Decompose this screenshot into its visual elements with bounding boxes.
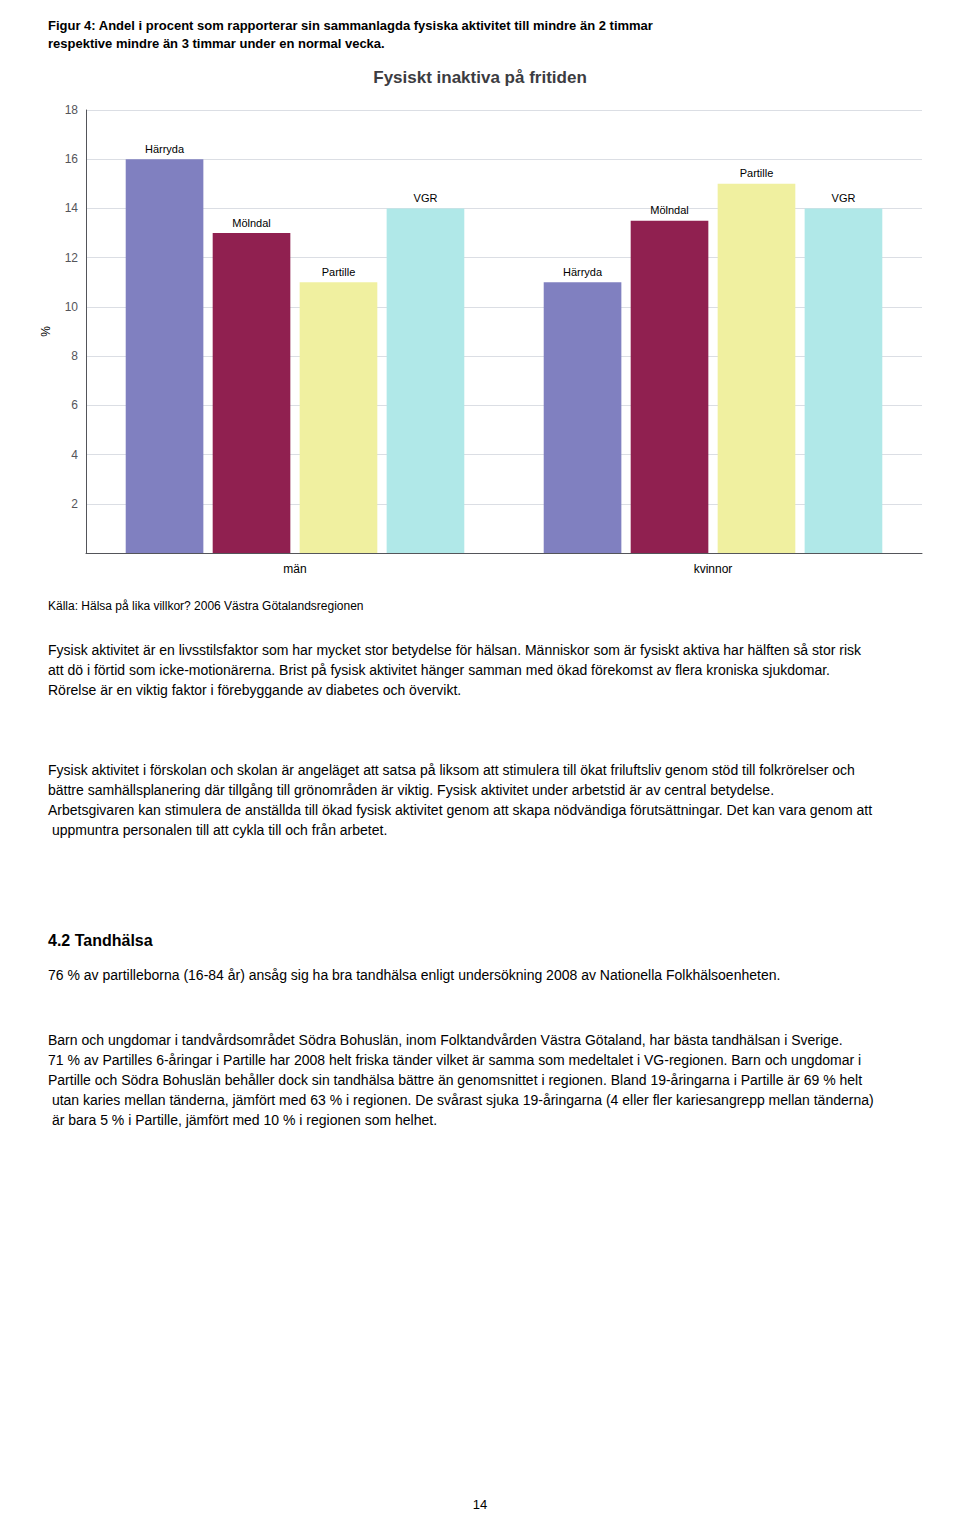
svg-text:är bara 5 % i Partille, jämför: är bara 5 % i Partille, jämfört med 10 %… [48, 1112, 437, 1128]
svg-text:att dö i förtid som icke-motio: att dö i förtid som icke-motionärerna. B… [48, 662, 834, 678]
svg-text:76 % av partilleborna (16-84 å: 76 % av partilleborna (16-84 år) ansåg s… [48, 967, 780, 983]
svg-text:4.2 Tandhälsa: 4.2 Tandhälsa [48, 932, 153, 949]
svg-text:Fysisk aktivitet i förskolan o: Fysisk aktivitet i förskolan och skolan … [48, 762, 859, 778]
svg-text:18: 18 [65, 103, 79, 117]
svg-text:Partille: Partille [322, 266, 356, 278]
svg-text:Fysisk aktivitet är en livssti: Fysisk aktivitet är en livsstilsfaktor s… [48, 642, 865, 658]
svg-text:Härryda: Härryda [563, 266, 603, 278]
svg-text:VGR: VGR [414, 192, 438, 204]
svg-text:VGR: VGR [832, 192, 856, 204]
svg-text:6: 6 [71, 398, 78, 412]
svg-text:14: 14 [65, 201, 79, 215]
svg-text:bättre samhällsplanering där t: bättre samhällsplanering där tillgång ti… [48, 782, 778, 798]
svg-text:14: 14 [473, 1497, 487, 1512]
svg-text:Barn och ungdomar i tandvårdso: Barn och ungdomar i tandvårdsområdet Söd… [48, 1032, 846, 1048]
svg-text:Arbetsgivaren kan stimulera de: Arbetsgivaren kan stimulera de anställda… [48, 802, 872, 818]
svg-text:10: 10 [65, 300, 79, 314]
svg-text:Mölndal: Mölndal [232, 217, 271, 229]
svg-text:kvinnor: kvinnor [694, 562, 733, 576]
svg-text:4: 4 [71, 448, 78, 462]
svg-text:8: 8 [71, 349, 78, 363]
svg-text:Mölndal: Mölndal [650, 204, 689, 216]
svg-text:respektive mindre än 3 timmar: respektive mindre än 3 timmar under en n… [48, 36, 385, 51]
svg-text:Figur 4: Andel i procent som r: Figur 4: Andel i procent som rapporterar… [48, 18, 653, 33]
svg-text:2: 2 [71, 497, 78, 511]
svg-text:uppmuntra personalen till att: uppmuntra personalen till att cykla till… [48, 822, 387, 838]
svg-text:Rörelse är en viktig faktor i: Rörelse är en viktig faktor i förebyggan… [48, 682, 461, 698]
svg-text:Partille: Partille [740, 167, 774, 179]
svg-text:utan karies mellan tänderna, j: utan karies mellan tänderna, jämfört med… [48, 1092, 874, 1108]
svg-text:16: 16 [65, 152, 79, 166]
svg-text:män: män [283, 562, 306, 576]
svg-text:Fysiskt inaktiva på fritiden: Fysiskt inaktiva på fritiden [373, 68, 587, 87]
svg-text:%: % [39, 326, 53, 337]
svg-text:Partille och Södra Bohuslän be: Partille och Södra Bohuslän behåller doc… [48, 1072, 862, 1088]
svg-text:Källa: Hälsa på lika villkor?: Källa: Hälsa på lika villkor? 2006 Västr… [48, 599, 364, 613]
svg-text:71 % av Partilles 6-åringar i: 71 % av Partilles 6-åringar i Partille h… [48, 1052, 865, 1068]
svg-text:12: 12 [65, 251, 79, 265]
svg-text:Härryda: Härryda [145, 143, 185, 155]
